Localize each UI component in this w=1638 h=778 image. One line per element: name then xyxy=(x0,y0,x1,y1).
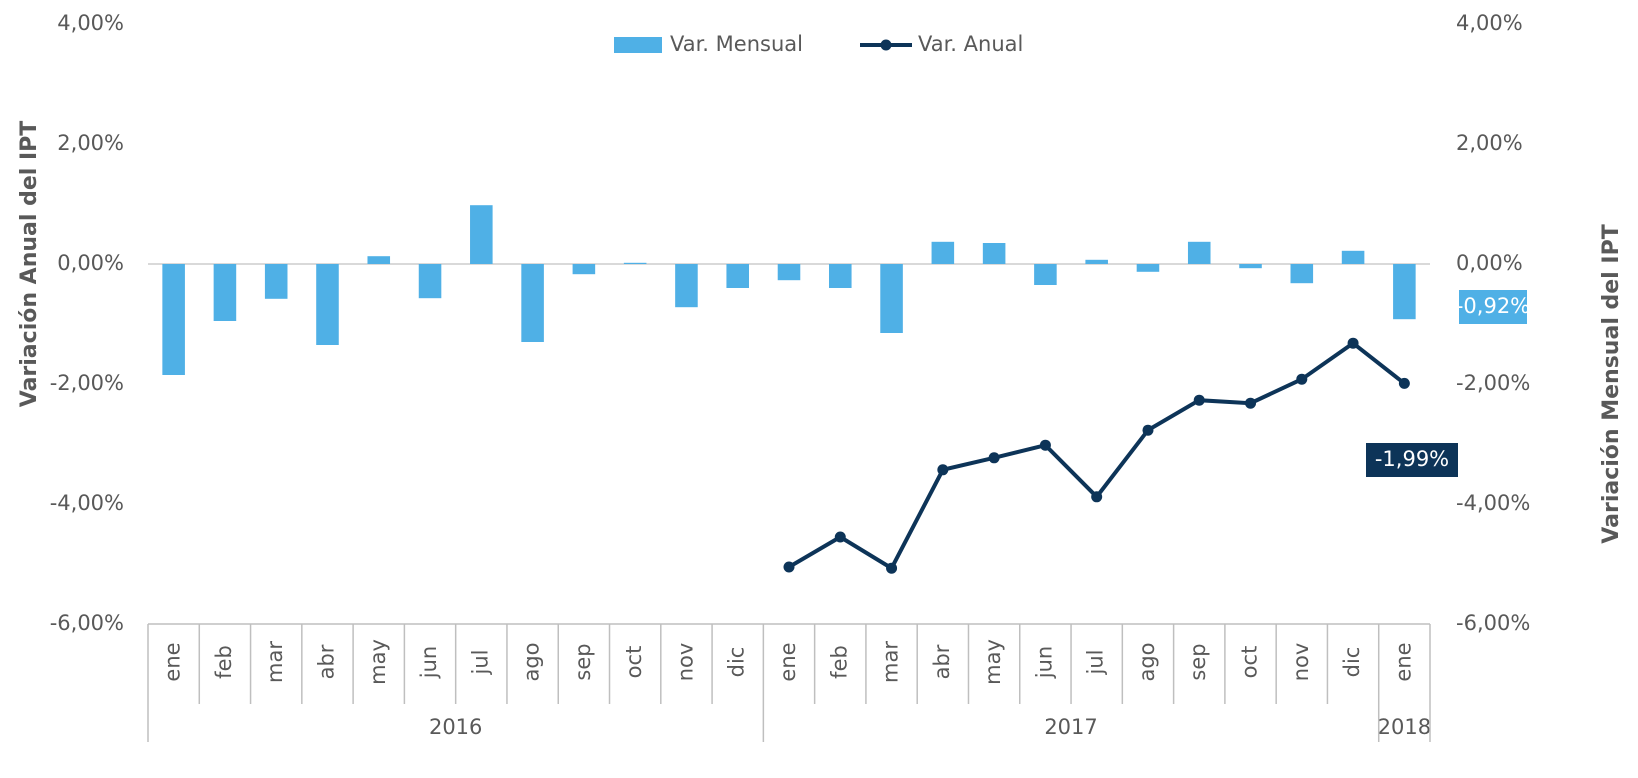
data-label: -0,92% xyxy=(1456,294,1530,318)
x-tick-label: may xyxy=(981,639,1005,685)
x-tick-label: ene xyxy=(1391,642,1415,681)
bar xyxy=(1393,264,1416,320)
x-tick-label: jul xyxy=(1084,650,1108,676)
y-tick-label: 4,00% xyxy=(57,11,124,35)
y2-tick-label: 2,00% xyxy=(1456,131,1523,155)
marker xyxy=(1296,373,1308,385)
legend-swatch xyxy=(614,37,662,53)
line xyxy=(787,340,1406,572)
marker xyxy=(937,464,949,476)
x-tick-label: dic xyxy=(725,647,749,678)
x-group-label: 2016 xyxy=(429,715,482,739)
bar xyxy=(880,264,903,333)
x-tick-label: sep xyxy=(571,643,595,680)
marker xyxy=(1193,394,1205,406)
bar xyxy=(623,262,647,264)
legend-swatch-marker xyxy=(880,39,892,51)
legend-label: Var. Anual xyxy=(918,32,1023,56)
y-tick-label: 0,00% xyxy=(57,251,124,275)
data-label-box xyxy=(1459,290,1527,324)
legend-label: Var. Mensual xyxy=(670,32,803,56)
bar xyxy=(162,264,185,375)
marker xyxy=(1142,424,1154,436)
data-label: -1,99% xyxy=(1375,447,1449,471)
x-tick-label: feb xyxy=(827,645,851,679)
bar xyxy=(572,264,596,275)
marker xyxy=(988,452,1000,464)
x-tick-label: mar xyxy=(879,641,903,683)
x-tick-label: abr xyxy=(314,644,338,679)
bar xyxy=(726,264,750,288)
x-tick-label: ago xyxy=(520,642,544,681)
y2-tick-label: -2,00% xyxy=(1456,371,1530,395)
y2-tick-label: -6,00% xyxy=(1456,611,1530,635)
y2-tick-label: -4,00% xyxy=(1456,491,1530,515)
marker xyxy=(1245,397,1257,409)
bar xyxy=(777,264,801,281)
bar xyxy=(828,264,852,288)
y2-axis-title: Variación Mensual del IPT xyxy=(1599,224,1624,543)
bar xyxy=(316,264,339,345)
y-tick-label: -6,00% xyxy=(50,611,124,635)
y-tick-label: 2,00% xyxy=(57,131,124,155)
marker xyxy=(1347,337,1359,349)
bar xyxy=(1341,250,1365,264)
x-tick-label: abr xyxy=(930,644,954,679)
bar xyxy=(367,256,391,264)
bar xyxy=(470,205,493,264)
y2-tick-label: 4,00% xyxy=(1456,11,1523,35)
marker xyxy=(783,561,795,573)
x-tick-label: oct xyxy=(622,646,646,679)
bar xyxy=(1034,264,1057,285)
marker xyxy=(834,531,846,543)
y-tick-label: -4,00% xyxy=(50,491,124,515)
marker xyxy=(1039,439,1051,451)
bar xyxy=(521,264,544,342)
y-axis-title: Variación Anual del IPT xyxy=(17,121,42,408)
x-tick-label: feb xyxy=(212,645,236,679)
y-tick-label: -2,00% xyxy=(50,371,124,395)
bar xyxy=(982,243,1006,264)
x-tick-label: nov xyxy=(673,643,697,682)
bar xyxy=(675,264,698,308)
x-tick-label: ene xyxy=(776,642,800,681)
bar xyxy=(1085,259,1108,264)
x-group-label: 2017 xyxy=(1044,715,1097,739)
bar xyxy=(1290,264,1314,284)
x-tick-label: dic xyxy=(1340,647,1364,678)
bar xyxy=(1136,264,1160,272)
bar xyxy=(1239,264,1262,269)
marker xyxy=(1091,491,1103,503)
x-tick-label: mar xyxy=(263,641,287,683)
x-tick-label: ago xyxy=(1135,642,1159,681)
x-tick-label: jun xyxy=(1032,646,1056,679)
x-tick-label: ene xyxy=(161,642,185,681)
data-label-box xyxy=(1366,443,1458,477)
x-tick-label: sep xyxy=(1186,643,1210,680)
bar xyxy=(1187,241,1211,264)
x-tick-label: jun xyxy=(417,646,441,679)
bar xyxy=(931,241,955,264)
bar xyxy=(264,264,288,299)
bar xyxy=(213,264,237,321)
marker xyxy=(886,562,898,574)
y2-tick-label: 0,00% xyxy=(1456,251,1523,275)
marker xyxy=(1398,377,1410,389)
bar xyxy=(418,264,442,299)
x-tick-label: nov xyxy=(1289,643,1313,682)
x-tick-label: oct xyxy=(1238,646,1262,679)
x-group-label: 2018 xyxy=(1378,715,1431,739)
x-tick-label: may xyxy=(366,639,390,685)
x-tick-label: jul xyxy=(468,650,492,676)
